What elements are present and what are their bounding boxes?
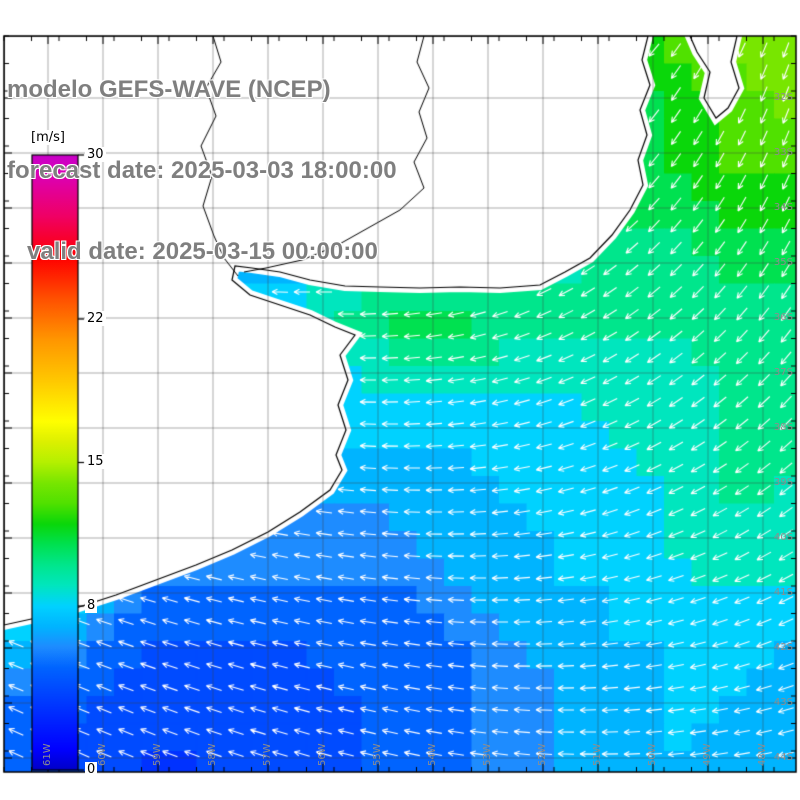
lat-axis-label: 40S: [773, 532, 793, 543]
lat-axis-label: 33S: [773, 147, 793, 158]
lon-axis-label: 51W: [592, 743, 603, 766]
lon-axis-label: 57W: [262, 743, 273, 766]
lat-axis-label: 32S: [773, 92, 793, 103]
lat-axis-label: 39S: [773, 477, 793, 488]
lon-axis-label: 48W: [757, 743, 768, 766]
lat-axis-label: 35S: [773, 257, 793, 268]
lat-axis-label: 42S: [773, 642, 793, 653]
lon-axis-label: 53W: [482, 743, 493, 766]
lat-axis-label: 43S: [773, 697, 793, 708]
lat-axis-label: 37S: [773, 367, 793, 378]
lat-axis-label: 36S: [773, 312, 793, 323]
lon-axis-label: 58W: [207, 743, 218, 766]
lon-axis-label: 49W: [702, 743, 713, 766]
model-title: modelo GEFS-WAVE (NCEP): [7, 76, 331, 103]
colorbar-tick-8: 8: [85, 598, 98, 613]
valid-date-line: valid date: 2025-03-15 00:00:00: [7, 238, 378, 265]
lon-axis-label: 54W: [427, 743, 438, 766]
lon-axis-label: 52W: [537, 743, 548, 766]
lat-axis-label: 38S: [773, 422, 793, 433]
colorbar-tick-30: 30: [85, 147, 106, 162]
header: modelo GEFS-WAVE (NCEP) forecast date: 2…: [7, 22, 397, 319]
lon-axis-label: 55W: [372, 743, 383, 766]
colorbar-tick-22: 22: [85, 311, 106, 326]
lon-axis-label: 61W: [42, 743, 53, 766]
lon-axis-label: 60W: [97, 743, 108, 766]
lat-axis-label: 34S: [773, 202, 793, 213]
lon-axis-label: 59W: [152, 743, 163, 766]
forecast-date-line: forecast date: 2025-03-03 18:00:00: [7, 157, 397, 184]
lon-axis-label: 50W: [647, 743, 658, 766]
lat-axis-label: 44S: [773, 752, 793, 763]
colorbar-unit-label: [m/s]: [29, 130, 67, 145]
colorbar-tick-0: 0: [85, 762, 98, 777]
lon-axis-label: 56W: [317, 743, 328, 766]
lat-axis-label: 41S: [773, 587, 793, 598]
colorbar-tick-15: 15: [85, 454, 106, 469]
